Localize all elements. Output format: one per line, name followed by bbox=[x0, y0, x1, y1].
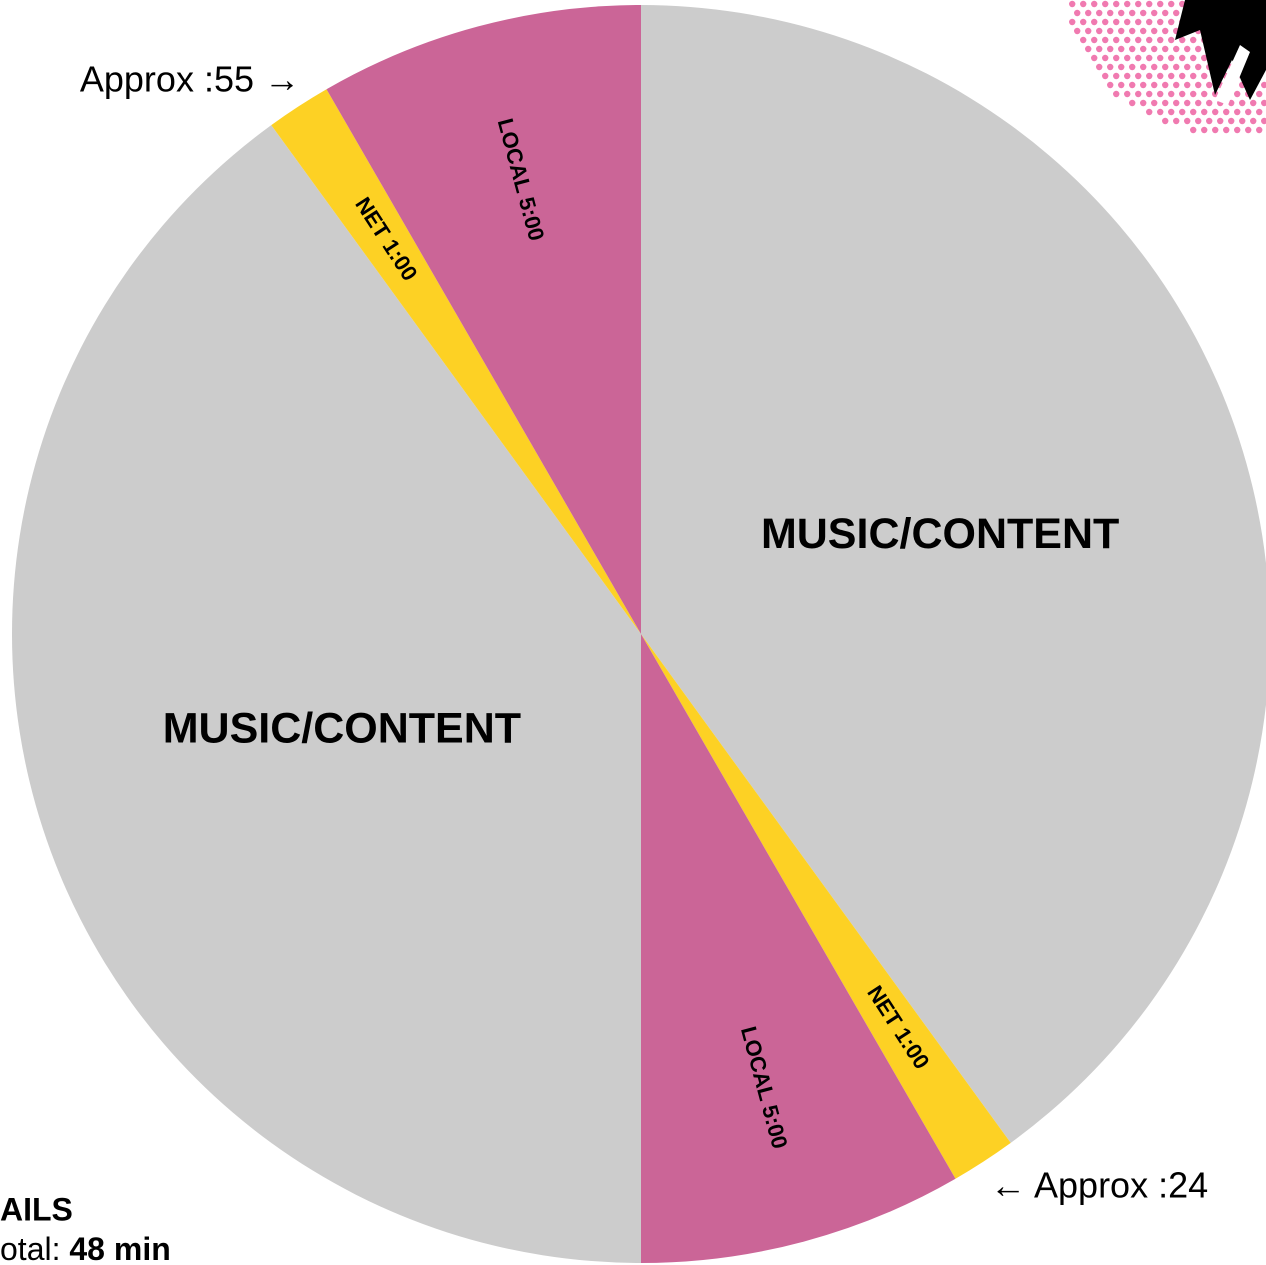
slice-label: MUSIC/CONTENT bbox=[761, 510, 1119, 558]
footer-total: otal: 48 min bbox=[0, 1231, 171, 1265]
total-label: otal: bbox=[0, 1231, 60, 1265]
pie-slice bbox=[641, 634, 1011, 1179]
pie-slice bbox=[641, 5, 1266, 1143]
pie-slice bbox=[641, 634, 956, 1263]
decoration bbox=[1069, 0, 1266, 134]
total-value: 48 min bbox=[69, 1231, 170, 1265]
slice-label: MUSIC/CONTENT bbox=[163, 705, 521, 753]
annotation: ← Approx :24 bbox=[990, 1165, 1208, 1206]
pie-slice bbox=[12, 125, 641, 1264]
pie-slice bbox=[271, 89, 641, 634]
pie-slice bbox=[326, 5, 641, 634]
footer-heading: AILS bbox=[0, 1191, 73, 1227]
annotation: Approx :55 → bbox=[80, 59, 300, 100]
